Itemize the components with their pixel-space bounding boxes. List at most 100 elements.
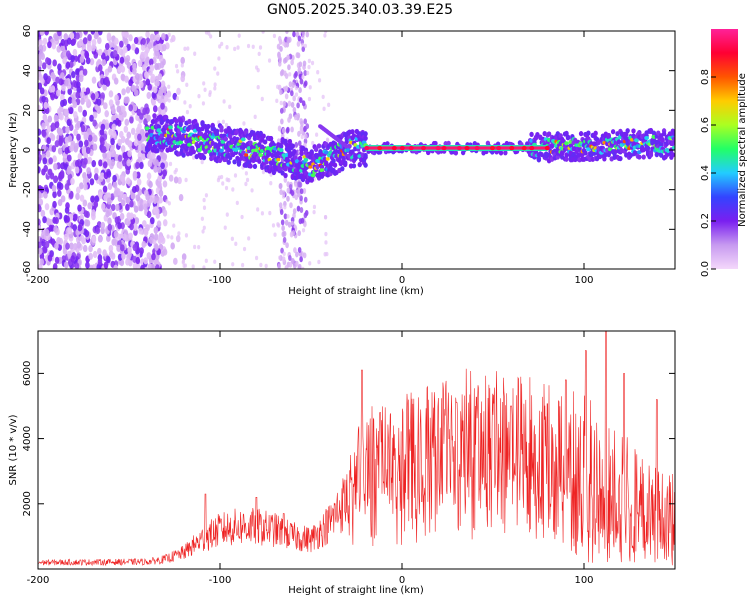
spectrogram-blob	[126, 131, 132, 139]
spectrogram-blob	[89, 178, 95, 186]
spectrogram-blob	[277, 263, 281, 269]
spectrogram-blob	[154, 159, 159, 167]
spectrogram-blob	[82, 177, 88, 185]
spectrogram-blob	[236, 159, 242, 166]
spectrogram-blob	[292, 148, 297, 155]
spectrogram-blob	[122, 46, 128, 54]
spectrogram-blob	[162, 153, 168, 161]
spectrogram-blob	[282, 230, 287, 237]
spectrogram-blob	[323, 252, 327, 257]
spectrogram-blob	[120, 199, 126, 207]
spectrogram-blob	[79, 194, 85, 202]
spectrogram-blob	[178, 117, 183, 123]
spectrogram-blob	[377, 145, 383, 151]
spectrogram-blob	[327, 102, 331, 108]
spectrogram-blob	[57, 63, 62, 71]
spectrogram-blob	[111, 107, 116, 115]
spectrogram-blob	[56, 237, 61, 245]
spectrogram-blob	[77, 204, 82, 212]
spectrogram-blob	[53, 225, 58, 233]
spectrogram-blob	[70, 177, 75, 186]
spectrogram-blob	[192, 155, 196, 161]
spectrogram-blob	[51, 184, 57, 193]
spectrogram-blob	[154, 264, 160, 269]
spectrogram-blob	[81, 237, 86, 245]
spectrogram-blob	[150, 73, 156, 81]
spectrogram-blob	[144, 126, 150, 131]
spectrogram-blob	[225, 177, 229, 182]
spectrogram-blob	[132, 171, 138, 179]
spectrogram-blob	[236, 45, 240, 50]
spectrogram-blob	[139, 247, 144, 255]
spectrogram-blob	[304, 133, 308, 140]
spectrogram-blob	[301, 31, 306, 36]
spectrogram-blob	[38, 224, 41, 232]
spectrogram-blob	[186, 46, 190, 51]
spectrogram-blob	[71, 38, 76, 46]
spectrogram-blob	[77, 105, 83, 113]
spectrogram-blob	[160, 162, 165, 170]
spectrogram-blob	[262, 139, 268, 145]
spectrogram-blob	[70, 255, 75, 263]
colorbar-ticks: 0.0 0.2 0.4 0.6 0.8	[700, 69, 716, 277]
spectrogram-blob	[41, 62, 47, 70]
spectrogram-blob	[68, 192, 74, 200]
spectrogram-blob	[156, 220, 162, 228]
spectrogram-blob	[218, 44, 222, 49]
spectrogram-blob	[287, 221, 292, 228]
spectrogram-blob	[135, 256, 141, 265]
spectrogram-blob	[160, 109, 166, 117]
spectrogram-blob	[153, 226, 159, 234]
spectrogram-blob	[193, 244, 197, 250]
spectrogram-blob	[290, 126, 294, 133]
spectrogram-blob	[133, 205, 139, 213]
spectrogram-blob	[108, 128, 113, 136]
spectrogram-blob	[110, 159, 116, 167]
spectrogram-blob	[67, 227, 73, 235]
spectrogram-blob	[149, 128, 154, 134]
spectrogram-blob	[139, 161, 144, 170]
spectrogram-blob	[56, 45, 62, 53]
spectrogram-blob	[159, 61, 165, 69]
spectrogram-blob	[529, 145, 535, 151]
spectrogram-blob	[294, 194, 299, 201]
spectrogram-blob	[296, 205, 301, 212]
spectrogram-blob	[252, 163, 258, 170]
spectrogram-blob	[293, 247, 297, 254]
spectrogram-blob	[119, 212, 125, 220]
spectrogram-blob	[132, 243, 138, 252]
spectrogram-blob	[290, 190, 295, 197]
spectrogram-blob	[84, 50, 89, 58]
spectrogram-blob	[279, 89, 283, 96]
spectrogram-blob	[113, 190, 119, 198]
snr-frame	[37, 330, 676, 570]
spectrogram-blob	[115, 203, 120, 212]
spectrogram-blob	[234, 241, 238, 247]
spectrogram-blob	[295, 260, 299, 267]
spectrogram-blob	[52, 263, 58, 269]
spectrogram-blob	[75, 91, 81, 99]
spectrogram-blob	[293, 114, 298, 121]
spectrogram-blob	[322, 106, 326, 112]
spectrogram-blob	[217, 56, 221, 61]
spectrogram-blob	[147, 42, 153, 50]
spectrogram-blob	[132, 62, 137, 71]
spectrogram-blob	[56, 189, 62, 197]
spectrogram-blob	[162, 209, 168, 217]
spectrogram-blob	[303, 80, 308, 87]
spectrogram-blob	[60, 38, 66, 47]
spectrogram-blob	[84, 139, 89, 147]
spectrogram-blob	[92, 250, 98, 259]
spectrogram-blob	[295, 251, 299, 258]
chart-title: GN05.2025.340.03.39.E25	[266, 2, 454, 18]
spectrogram-blob	[283, 205, 287, 210]
spectrogram-blob	[87, 202, 92, 210]
spectrogram-blob	[363, 131, 368, 137]
spectrogram-marks	[38, 31, 675, 269]
spectrogram-blob	[124, 57, 130, 66]
spectrogram-blob	[131, 43, 136, 51]
spectrogram-blob	[79, 182, 84, 190]
spectrogram-blob	[143, 203, 148, 211]
spectrogram-blob	[85, 57, 91, 65]
